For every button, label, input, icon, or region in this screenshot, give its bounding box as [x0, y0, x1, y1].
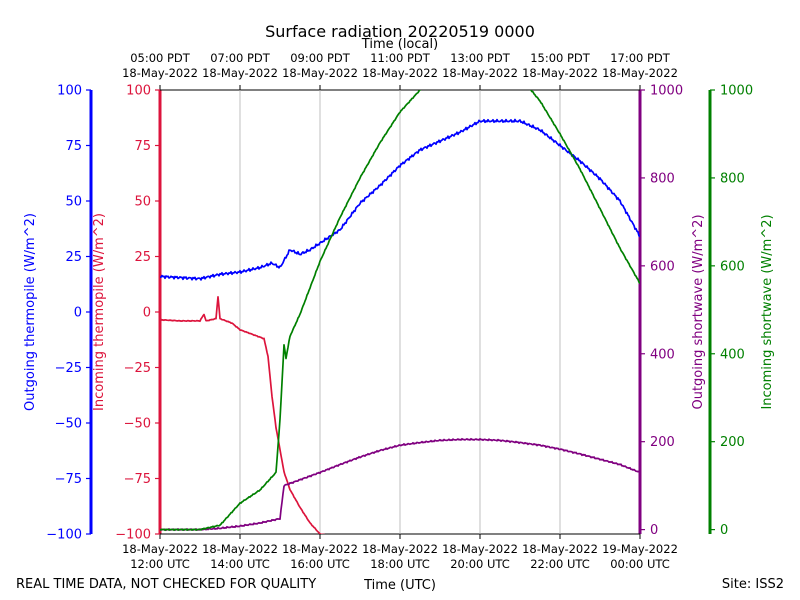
top-tick-date: 18-May-2022	[282, 66, 358, 80]
out_sw-tick-label: 200	[650, 435, 675, 450]
in_thermo-tick-label: −50	[124, 417, 151, 432]
incoming-thermopile-line	[160, 295, 325, 534]
top-tick-date: 18-May-2022	[602, 66, 678, 80]
bottom-tick-date: 19-May-2022	[602, 542, 678, 556]
outgoing-shortwave-axis-title: Outgoing shortwave (W/m^2)	[691, 214, 706, 409]
top-tick-time: 17:00 PDT	[610, 51, 671, 65]
incoming-thermopile-axis-title: Incoming thermopile (W/m^2)	[92, 213, 107, 411]
in_thermo-tick-label: 25	[134, 250, 151, 265]
in_thermo-tick-label: 0	[143, 306, 151, 321]
bottom-tick-date: 18-May-2022	[202, 542, 278, 556]
chart-title: Surface radiation 20220519 0000	[265, 22, 535, 41]
top-tick-date: 18-May-2022	[362, 66, 438, 80]
site-label: Site: ISS2	[722, 577, 784, 592]
in_thermo-tick-label: −75	[124, 472, 151, 487]
top-axis-label: Time (local)	[361, 37, 438, 52]
in_sw-tick-label: 600	[720, 259, 745, 274]
bottom-tick-time: 14:00 UTC	[210, 557, 270, 571]
bottom-tick-date: 18-May-2022	[362, 542, 438, 556]
top-tick-date: 18-May-2022	[442, 66, 518, 80]
top-tick-date: 18-May-2022	[522, 66, 598, 80]
bottom-tick-time: 18:00 UTC	[370, 557, 430, 571]
out_thermo-tick-label: 100	[57, 84, 82, 99]
quality-note: REAL TIME DATA, NOT CHECKED FOR QUALITY	[16, 577, 316, 592]
out_thermo-tick-label: 50	[65, 195, 82, 210]
top-tick-time: 15:00 PDT	[530, 51, 591, 65]
outgoing-thermopile-axis-title: Outgoing thermopile (W/m^2)	[23, 213, 38, 411]
bottom-tick-time: 00:00 UTC	[610, 557, 670, 571]
bottom-tick-date: 18-May-2022	[442, 542, 518, 556]
bottom-tick-time: 22:00 UTC	[530, 557, 590, 571]
out_sw-tick-label: 800	[650, 171, 675, 186]
in_thermo-tick-label: −25	[124, 361, 151, 376]
out_thermo-tick-label: 25	[65, 250, 82, 265]
out_thermo-tick-label: −25	[55, 361, 82, 376]
out_sw-tick-label: 0	[650, 523, 658, 538]
top-tick-date: 18-May-2022	[202, 66, 278, 80]
top-tick-time: 11:00 PDT	[370, 51, 431, 65]
outgoing-shortwave-line	[160, 437, 640, 532]
out_thermo-tick-label: −75	[55, 472, 82, 487]
top-tick-date: 18-May-2022	[122, 66, 198, 80]
out_thermo-tick-label: −100	[46, 528, 82, 543]
top-tick-time: 07:00 PDT	[210, 51, 271, 65]
in_sw-tick-label: 200	[720, 435, 745, 450]
out_thermo-tick-label: 0	[74, 306, 82, 321]
in_thermo-tick-label: −100	[115, 528, 151, 543]
bottom-tick-date: 18-May-2022	[122, 542, 198, 556]
out_thermo-tick-label: −50	[55, 417, 82, 432]
bottom-tick-time: 12:00 UTC	[130, 557, 190, 571]
in_sw-tick-label: 0	[720, 523, 728, 538]
top-tick-time: 09:00 PDT	[290, 51, 351, 65]
bottom-tick-date: 18-May-2022	[522, 542, 598, 556]
in_sw-tick-label: 800	[720, 171, 745, 186]
in_sw-tick-label: 400	[720, 347, 745, 362]
out_sw-tick-label: 600	[650, 259, 675, 274]
bottom-axis-label: Time (UTC)	[363, 578, 436, 593]
in_sw-tick-label: 1000	[720, 84, 753, 99]
incoming-shortwave-line	[160, 90, 640, 532]
incoming-shortwave-axis-title: Incoming shortwave (W/m^2)	[760, 214, 775, 409]
bottom-tick-time: 20:00 UTC	[450, 557, 510, 571]
bottom-tick-date: 18-May-2022	[282, 542, 358, 556]
outgoing-thermopile-line	[160, 118, 640, 281]
in_thermo-tick-label: 50	[134, 195, 151, 210]
bottom-tick-time: 16:00 UTC	[290, 557, 350, 571]
in_thermo-tick-label: 100	[126, 84, 151, 99]
out_sw-tick-label: 400	[650, 347, 675, 362]
out_thermo-tick-label: 75	[65, 139, 82, 154]
top-tick-time: 05:00 PDT	[130, 51, 191, 65]
out_sw-tick-label: 1000	[650, 84, 683, 99]
top-tick-time: 13:00 PDT	[450, 51, 511, 65]
in_thermo-tick-label: 75	[134, 139, 151, 154]
